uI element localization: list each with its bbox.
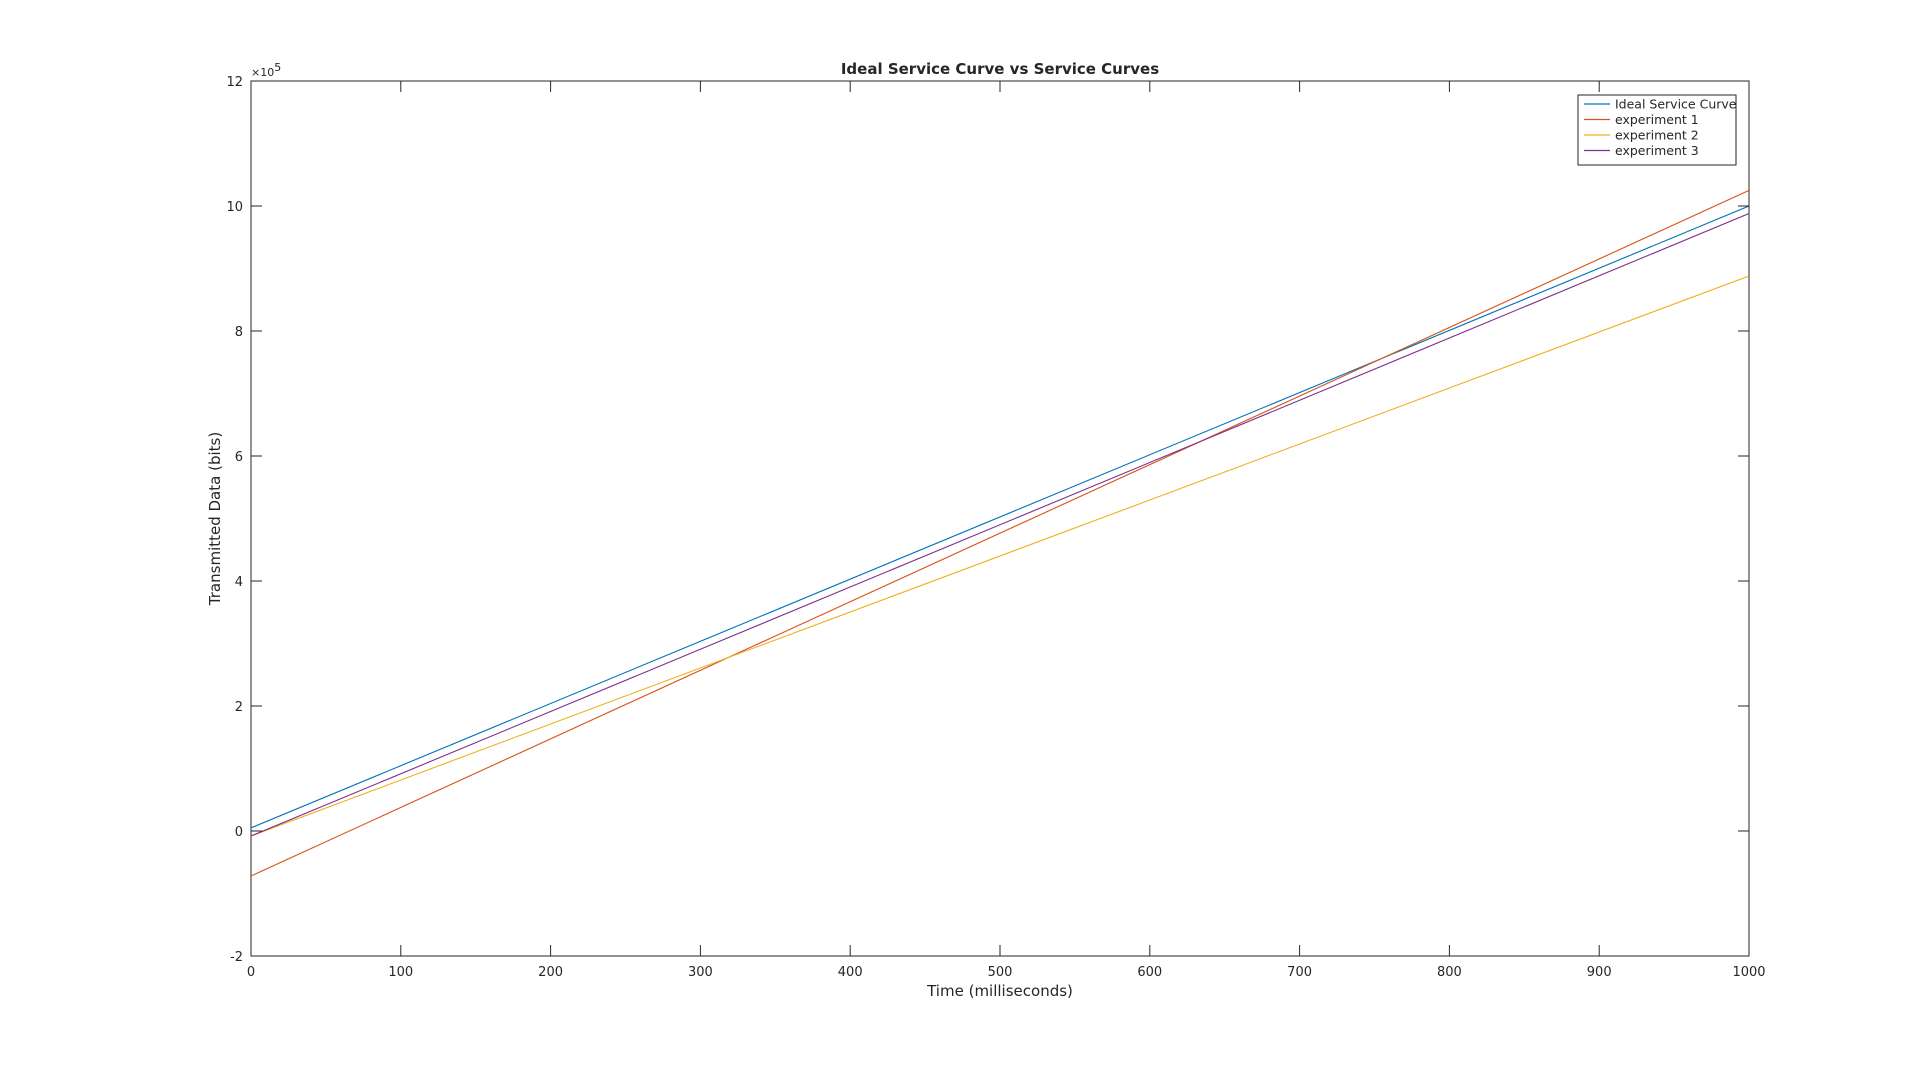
y-axis-exponent: ×105 [251, 61, 281, 79]
legend-entry-2: experiment 1 [1615, 112, 1699, 127]
axes-box [250, 80, 1750, 957]
x-tick-label: 700 [1287, 965, 1312, 980]
x-tick-label: 0 [247, 965, 255, 980]
chart-title: Ideal Service Curve vs Service Curves [841, 60, 1159, 78]
legend-entry-1: Ideal Service Curve [1615, 97, 1737, 112]
y-tick-label: 4 [235, 575, 243, 590]
legend-entry-4: experiment 3 [1615, 143, 1699, 158]
x-tick-label: 1000 [1732, 965, 1765, 980]
series-group [251, 189, 1749, 877]
series-line-3 [251, 275, 1749, 837]
series-line-1 [251, 205, 1749, 829]
x-tick-label: 200 [538, 965, 563, 980]
y-tick-label: 0 [235, 825, 243, 840]
x-tick-label: 100 [388, 965, 413, 980]
x-tick-label: 400 [838, 965, 863, 980]
y-exponent-base: ×10 [251, 66, 274, 79]
y-tick-label: 12 [226, 75, 243, 90]
y-axis-label: Transmitted Data (bits) [206, 432, 224, 606]
x-tick-label: 900 [1587, 965, 1612, 980]
y-tick-label: 6 [235, 450, 243, 465]
x-tick-label: 300 [688, 965, 713, 980]
ticks-group: 0 100 200 300 400 500 600 700 800 900 1000 -2 0 2 4 6 8 1… [226, 75, 1765, 980]
y-tick-label: 8 [235, 325, 243, 340]
plot-area: 0 100 200 300 400 500 600 700 800 900 1000 -2 0 2 4 6 8 1… [226, 75, 1765, 980]
series-line-4 [251, 212, 1749, 837]
y-tick-label: 2 [235, 700, 243, 715]
y-tick-label: 10 [226, 200, 243, 215]
x-tick-label: 600 [1137, 965, 1162, 980]
y-tick-label: -2 [230, 950, 243, 965]
x-axis-label: Time (milliseconds) [926, 982, 1073, 1000]
legend-box [1577, 94, 1737, 166]
x-tick-label: 500 [988, 965, 1013, 980]
y-exponent-power: 5 [274, 61, 281, 74]
series-line-2 [251, 189, 1749, 877]
x-tick-label: 800 [1437, 965, 1462, 980]
legend-entry-3: experiment 2 [1615, 128, 1699, 143]
